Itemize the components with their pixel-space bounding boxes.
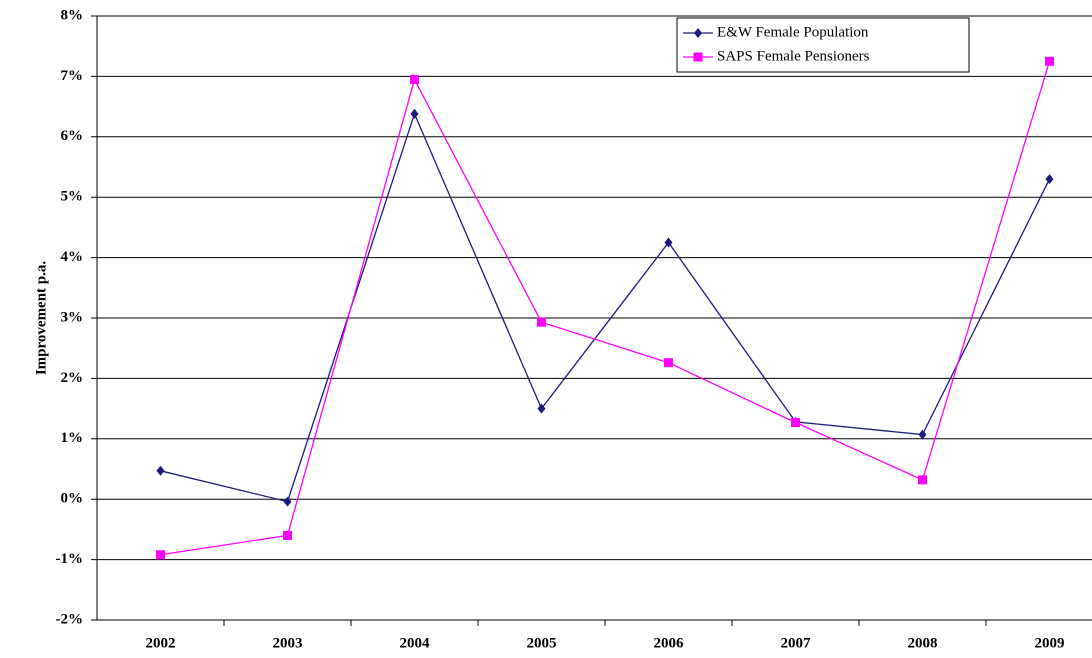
marker: [156, 550, 165, 560]
x-tick-label: 2002: [146, 635, 176, 651]
x-tick-label: 2003: [273, 635, 303, 651]
y-tick-label: 7%: [61, 68, 84, 84]
series-line: [160, 61, 1051, 556]
y-tick-label: 5%: [61, 189, 84, 205]
y-tick-label: 4%: [61, 249, 84, 265]
y-tick-label: 3%: [61, 309, 84, 325]
y-tick-label: -1%: [56, 551, 84, 567]
legend-label: E&W Female Population: [717, 24, 869, 40]
marker: [410, 108, 419, 119]
y-tick-label: 0%: [61, 491, 84, 507]
legend-box: [676, 17, 970, 73]
x-tick-label: 2008: [908, 635, 938, 651]
legend-label: SAPS Female Pensioners: [717, 48, 870, 64]
y-tick-label: 8%: [61, 7, 84, 23]
marker: [1045, 56, 1054, 66]
marker: [664, 237, 673, 248]
marker: [410, 74, 419, 84]
marker: [537, 317, 546, 327]
x-tick-label: 2004: [400, 635, 431, 651]
marker: [1045, 174, 1054, 185]
marker: [283, 496, 292, 507]
y-tick-label: 6%: [61, 128, 84, 144]
y-axis-label: Improvement p.a.: [33, 261, 49, 376]
series-line: [160, 112, 1051, 503]
marker: [664, 358, 673, 368]
y-tick-label: 2%: [61, 370, 84, 386]
y-tick-label: 1%: [61, 430, 84, 446]
x-tick-label: 2009: [1035, 635, 1065, 651]
x-tick-label: 2005: [527, 635, 557, 651]
x-tick-label: 2006: [654, 635, 685, 651]
x-tick-label: 2007: [781, 635, 812, 651]
marker: [283, 530, 292, 540]
legend-marker: [693, 52, 703, 62]
marker: [791, 417, 800, 427]
marker: [918, 475, 927, 485]
y-tick-label: -2%: [56, 611, 84, 627]
marker: [537, 403, 546, 414]
marker: [156, 465, 165, 476]
legend-marker: [694, 28, 702, 38]
marker: [918, 429, 927, 440]
